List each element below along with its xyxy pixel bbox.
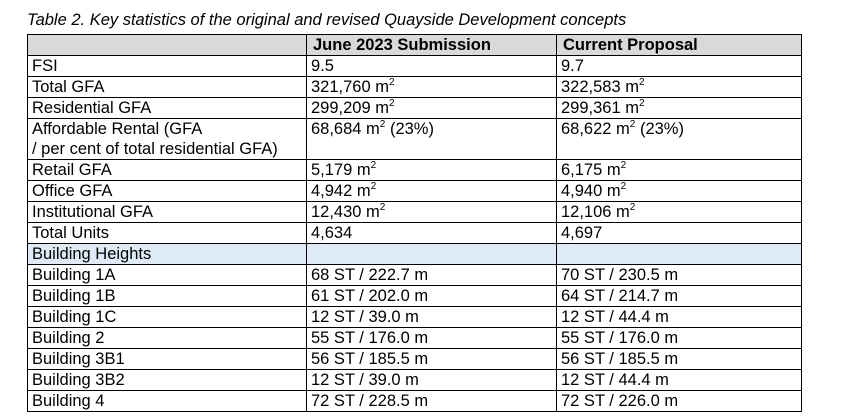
row-label: Building 4 <box>27 390 307 412</box>
row-label: Total Units <box>27 222 307 244</box>
value-text: 68,684 m <box>311 120 380 138</box>
current-value: 4,697 <box>556 222 802 244</box>
current-value: 12 ST / 44.4 m <box>556 369 802 391</box>
header-row: June 2023 Submission Current Proposal <box>27 34 802 56</box>
value-text: 4,940 m <box>561 182 621 200</box>
current-value: 68,622 m2 (23%) <box>556 118 802 160</box>
june-value: 4,942 m2 <box>306 180 557 202</box>
unit-superscript: 2 <box>620 181 627 192</box>
current-value: 299,361 m2 <box>556 97 802 119</box>
section-row-building-heights: Building Heights <box>27 243 802 265</box>
june-value: 12 ST / 39.0 m <box>306 306 557 328</box>
current-value: 12,106 m2 <box>556 201 802 223</box>
table-caption: Table 2. Key statistics of the original … <box>27 11 627 29</box>
table-row-building: Building 3B1 56 ST / 185.5 m 56 ST / 185… <box>27 348 802 370</box>
value-percent: (23%) <box>385 120 434 138</box>
unit-superscript: 2 <box>629 202 636 213</box>
current-value: 6,175 m2 <box>556 159 802 181</box>
header-cell-empty <box>27 34 307 56</box>
current-value: 4,940 m2 <box>556 180 802 202</box>
row-label: Office GFA <box>27 180 307 202</box>
section-empty-cell <box>556 243 802 265</box>
value-text: 12,106 m <box>561 203 630 221</box>
current-value: 64 ST / 214.7 m <box>556 285 802 307</box>
june-value: 68,684 m2 (23%) <box>306 118 557 160</box>
current-value: 12 ST / 44.4 m <box>556 306 802 328</box>
value-text: 5,179 m <box>311 161 371 179</box>
table-row-residential-gfa: Residential GFA 299,209 m2 299,361 m2 <box>27 97 802 119</box>
june-value: 299,209 m2 <box>306 97 557 119</box>
row-label: Affordable Rental (GFA / per cent of tot… <box>27 118 307 160</box>
current-value: 56 ST / 185.5 m <box>556 348 802 370</box>
row-label: Building 1C <box>27 306 307 328</box>
value-text: 299,361 m <box>561 99 639 117</box>
row-label: Residential GFA <box>27 97 307 119</box>
key-statistics-table: June 2023 Submission Current Proposal FS… <box>27 34 802 412</box>
value-text: 299,209 m <box>311 99 389 117</box>
june-value: 68 ST / 222.7 m <box>306 264 557 286</box>
unit-superscript: 2 <box>388 77 395 88</box>
table-row-building: Building 1B 61 ST / 202.0 m 64 ST / 214.… <box>27 285 802 307</box>
table-row-retail-gfa: Retail GFA 5,179 m2 6,175 m2 <box>27 159 802 181</box>
june-value: 9.5 <box>306 55 557 77</box>
table-row-office-gfa: Office GFA 4,942 m2 4,940 m2 <box>27 180 802 202</box>
june-value: 4,634 <box>306 222 557 244</box>
value-text: 321,760 m <box>311 78 389 96</box>
current-value: 55 ST / 176.0 m <box>556 327 802 349</box>
row-label: Retail GFA <box>27 159 307 181</box>
unit-superscript: 2 <box>379 202 386 213</box>
june-value: 72 ST / 228.5 m <box>306 390 557 412</box>
table-row-building: Building 4 72 ST / 228.5 m 72 ST / 226.0… <box>27 390 802 412</box>
unit-superscript: 2 <box>379 119 386 130</box>
unit-superscript: 2 <box>620 160 627 171</box>
table-row-affordable-rental: Affordable Rental (GFA / per cent of tot… <box>27 118 802 160</box>
june-value: 56 ST / 185.5 m <box>306 348 557 370</box>
row-label: Total GFA <box>27 76 307 98</box>
table-row-institutional-gfa: Institutional GFA 12,430 m2 12,106 m2 <box>27 201 802 223</box>
row-label-line-1: Affordable Rental (GFA <box>32 120 203 138</box>
table-row-total-gfa: Total GFA 321,760 m2 322,583 m2 <box>27 76 802 98</box>
june-value: 12,430 m2 <box>306 201 557 223</box>
june-value: 321,760 m2 <box>306 76 557 98</box>
value-text: 322,583 m <box>561 78 639 96</box>
june-value: 61 ST / 202.0 m <box>306 285 557 307</box>
table-row-building: Building 1A 68 ST / 222.7 m 70 ST / 230.… <box>27 264 802 286</box>
unit-superscript: 2 <box>629 119 636 130</box>
current-value: 322,583 m2 <box>556 76 802 98</box>
value-percent: (23%) <box>635 120 684 138</box>
value-text: 12,430 m <box>311 203 380 221</box>
current-value: 70 ST / 230.5 m <box>556 264 802 286</box>
header-current-proposal: Current Proposal <box>556 34 802 56</box>
unit-superscript: 2 <box>370 160 377 171</box>
row-label: Building 3B1 <box>27 348 307 370</box>
table-row-total-units: Total Units 4,634 4,697 <box>27 222 802 244</box>
table-row-fsi: FSI 9.5 9.7 <box>27 55 802 77</box>
value-text: 68,622 m <box>561 120 630 138</box>
row-label: FSI <box>27 55 307 77</box>
row-label-line-2: / per cent of total residential GFA) <box>32 140 278 158</box>
june-value: 5,179 m2 <box>306 159 557 181</box>
row-label: Building 3B2 <box>27 369 307 391</box>
section-empty-cell <box>306 243 557 265</box>
value-text: 4,942 m <box>311 182 371 200</box>
row-label: Building 2 <box>27 327 307 349</box>
row-label: Institutional GFA <box>27 201 307 223</box>
unit-superscript: 2 <box>388 98 395 109</box>
unit-superscript: 2 <box>638 77 645 88</box>
header-june-2023: June 2023 Submission <box>306 34 557 56</box>
section-label: Building Heights <box>27 243 307 265</box>
current-value: 9.7 <box>556 55 802 77</box>
row-label: Building 1B <box>27 285 307 307</box>
june-value: 55 ST / 176.0 m <box>306 327 557 349</box>
value-text: 6,175 m <box>561 161 621 179</box>
unit-superscript: 2 <box>370 181 377 192</box>
table-row-building: Building 1C 12 ST / 39.0 m 12 ST / 44.4 … <box>27 306 802 328</box>
table-row-building: Building 3B2 12 ST / 39.0 m 12 ST / 44.4… <box>27 369 802 391</box>
table-row-building: Building 2 55 ST / 176.0 m 55 ST / 176.0… <box>27 327 802 349</box>
row-label: Building 1A <box>27 264 307 286</box>
current-value: 72 ST / 226.0 m <box>556 390 802 412</box>
june-value: 12 ST / 39.0 m <box>306 369 557 391</box>
unit-superscript: 2 <box>638 98 645 109</box>
